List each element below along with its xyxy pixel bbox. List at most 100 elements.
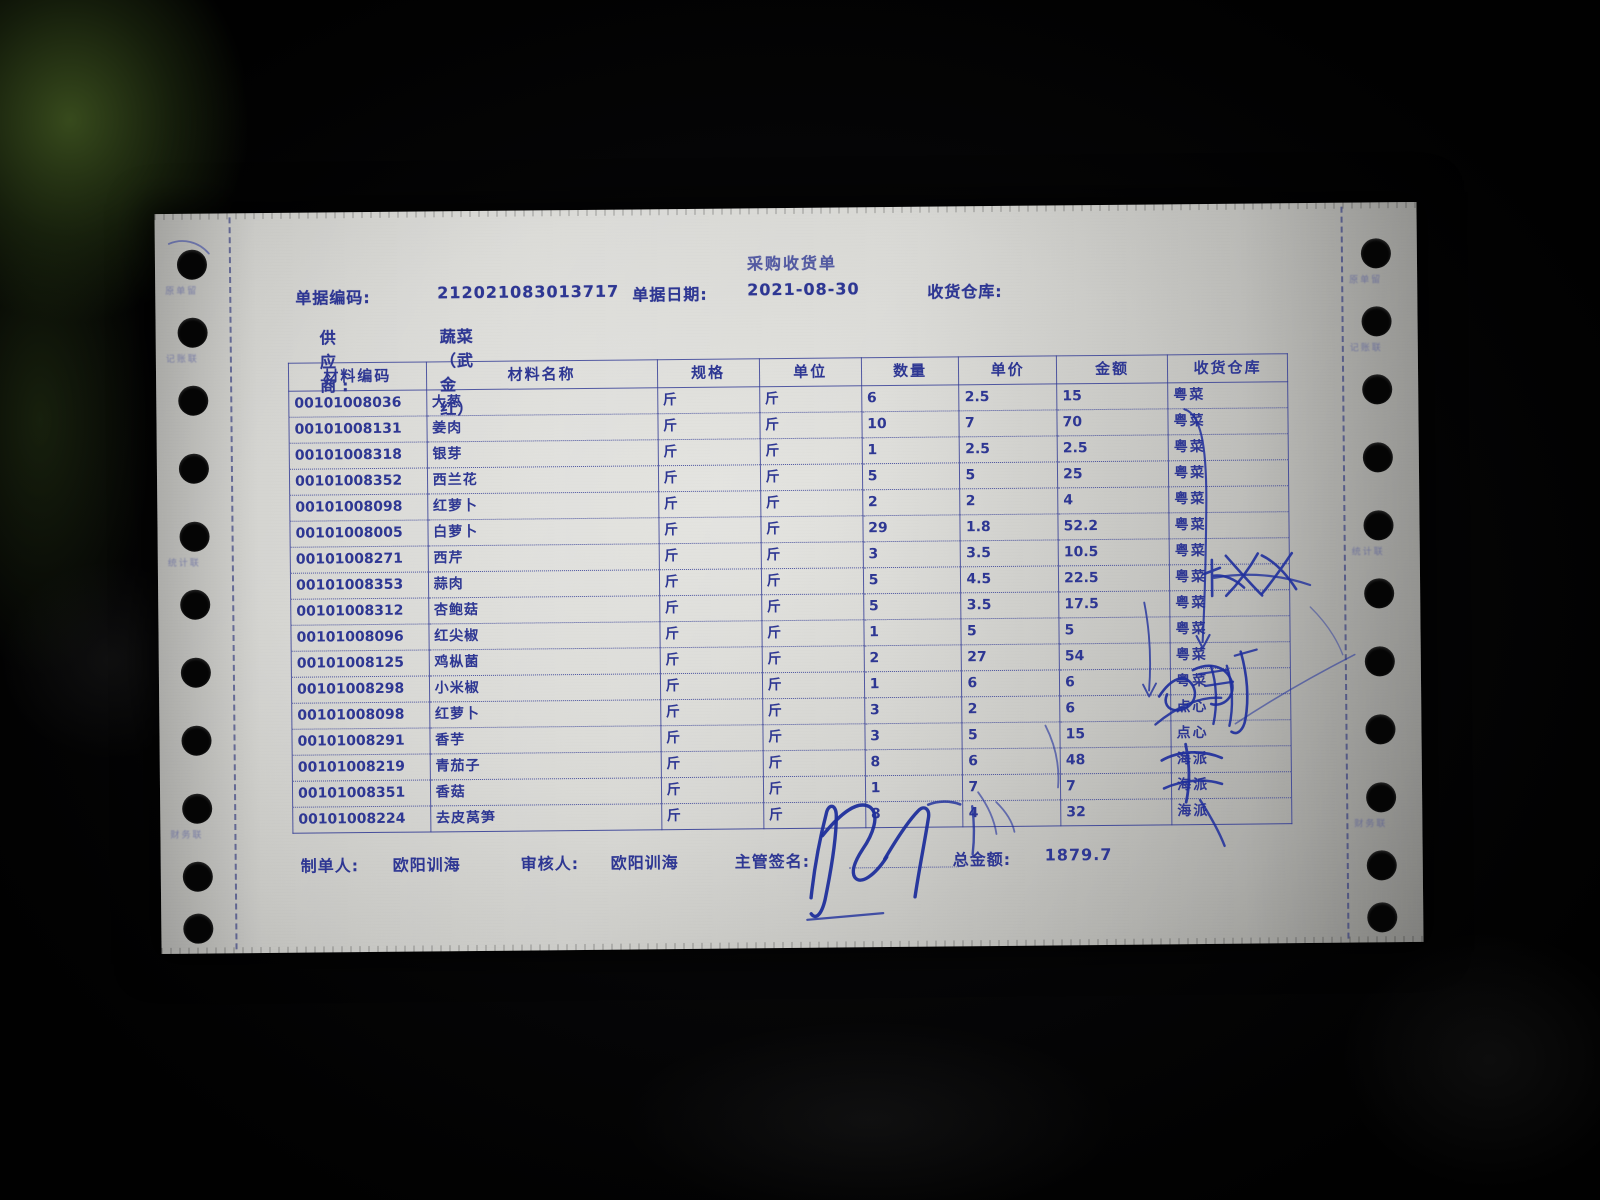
receiving-warehouse-label: 收货仓库: xyxy=(927,281,1003,302)
cell-amount: 6 xyxy=(1059,668,1171,696)
cell-quantity: 1 xyxy=(864,670,963,698)
feed-hole xyxy=(179,521,210,552)
cell-code: 00101008125 xyxy=(291,649,430,678)
cell-name: 杏鲍菇 xyxy=(428,595,660,624)
cell-warehouse: 粤菜 xyxy=(1169,615,1291,643)
cell-name: 红萝卜 xyxy=(429,699,661,728)
cell-amount: 17.5 xyxy=(1058,590,1170,618)
cell-spec: 斤 xyxy=(659,672,763,700)
cell-name: 西芹 xyxy=(427,543,659,572)
cell-amount: 32 xyxy=(1060,798,1172,826)
cell-quantity: 1 xyxy=(861,436,960,464)
cell-price: 27 xyxy=(961,643,1060,671)
cell-spec: 斤 xyxy=(657,412,760,440)
cell-price: 3.5 xyxy=(960,539,1059,567)
cell-spec: 斤 xyxy=(659,620,762,648)
cell-warehouse: 海派 xyxy=(1171,745,1292,773)
cell-amount: 48 xyxy=(1060,746,1172,774)
feed-hole xyxy=(1366,850,1397,881)
cell-name: 白萝卜 xyxy=(427,517,659,546)
cell-amount: 5 xyxy=(1058,616,1171,644)
cell-name: 鸡枞菌 xyxy=(428,647,660,676)
cell-amount: 15 xyxy=(1056,382,1168,410)
cell-spec: 斤 xyxy=(659,646,763,674)
tractor-feed-strip-right: 原单留 记账联 统计联 财务联 xyxy=(1338,202,1423,943)
cell-name: 香菇 xyxy=(430,777,662,806)
cell-spec: 斤 xyxy=(658,568,762,596)
cell-unit: 斤 xyxy=(763,775,866,803)
cell-quantity: 3 xyxy=(862,540,961,568)
cell-amount: 6 xyxy=(1059,694,1171,722)
cell-code: 00101008098 xyxy=(291,701,430,730)
cell-price: 5 xyxy=(962,721,1061,749)
cell-code: 00101008096 xyxy=(290,623,429,652)
cell-amount: 70 xyxy=(1056,408,1169,436)
cell-name: 西兰花 xyxy=(427,465,659,494)
cell-price: 7 xyxy=(959,409,1058,437)
cell-warehouse: 粤菜 xyxy=(1170,667,1291,695)
cell-unit: 斤 xyxy=(760,515,863,543)
cell-quantity: 3 xyxy=(864,722,963,750)
total-amount-value: 1879.7 xyxy=(1044,844,1113,865)
cell-code: 00101008353 xyxy=(290,571,429,600)
cell-spec: 斤 xyxy=(661,802,764,830)
cell-warehouse: 海派 xyxy=(1171,797,1292,825)
cell-code: 00101008224 xyxy=(292,805,431,834)
cell-warehouse: 粤菜 xyxy=(1169,589,1290,617)
line-items-table: 材料编码 材料名称 规格 单位 数量 单价 金额 收货仓库 0010100803… xyxy=(288,353,1292,834)
cell-price: 2 xyxy=(960,487,1058,515)
feed-strip-mark xyxy=(168,623,224,635)
cell-unit: 斤 xyxy=(762,749,866,777)
table-body: 00101008036 大葱斤斤 6 2.5 15 粤菜 00101008131 姜肉斤斤 10… xyxy=(288,381,1292,834)
cell-amount: 10.5 xyxy=(1058,538,1170,566)
feed-hole xyxy=(1363,510,1394,541)
cell-price: 6 xyxy=(962,747,1061,775)
cell-spec: 斤 xyxy=(657,386,760,414)
feed-strip-mark: 原单留 xyxy=(165,286,199,295)
cell-spec: 斤 xyxy=(658,516,761,544)
cell-code: 00101008291 xyxy=(291,727,430,756)
checker-label: 审核人: xyxy=(520,854,580,874)
cell-spec: 斤 xyxy=(660,698,763,726)
cell-amount: 2.5 xyxy=(1057,434,1169,462)
feed-hole xyxy=(182,793,213,824)
feed-hole xyxy=(178,453,210,484)
cell-spec: 斤 xyxy=(658,542,762,570)
cell-warehouse: 粤菜 xyxy=(1169,563,1290,591)
cell-price: 3.5 xyxy=(961,591,1059,619)
cell-quantity: 3 xyxy=(864,696,963,724)
cell-code: 00101008036 xyxy=(288,389,427,418)
bill-code-value: 212021083013717 xyxy=(437,281,620,303)
cell-price: 2.5 xyxy=(959,435,1058,463)
cell-name: 姜肉 xyxy=(426,413,658,442)
cell-quantity: 29 xyxy=(862,514,961,542)
cell-unit: 斤 xyxy=(762,723,865,751)
cell-quantity: 6 xyxy=(861,384,960,412)
cell-amount: 4 xyxy=(1057,486,1169,514)
cell-quantity: 1 xyxy=(863,618,962,646)
column-header-name: 材料名称 xyxy=(426,359,658,390)
bill-date-value: 2021-08-30 xyxy=(747,279,860,300)
cell-quantity: 8 xyxy=(864,748,963,776)
maker-value: 欧阳训海 xyxy=(392,855,461,875)
cell-spec: 斤 xyxy=(660,776,764,804)
cell-amount: 25 xyxy=(1057,460,1169,488)
cell-warehouse: 粤菜 xyxy=(1168,433,1289,461)
feed-hole xyxy=(177,317,208,348)
feed-hole xyxy=(1362,442,1394,473)
column-header-code: 材料编码 xyxy=(288,361,427,392)
cell-price: 5 xyxy=(961,617,1060,645)
header-fields: 单据编码: 212021083013717 单据日期: 2021-08-30 收… xyxy=(247,275,1325,307)
cell-warehouse: 点心 xyxy=(1170,693,1291,721)
light-flare xyxy=(1340,930,1600,1190)
cell-code: 00101008298 xyxy=(291,675,430,704)
cell-name: 红萝卜 xyxy=(427,491,659,520)
cell-price: 2.5 xyxy=(959,383,1057,411)
document-title: 采购收货单 xyxy=(746,253,838,274)
feed-strip-mark: 记账联 xyxy=(1349,343,1383,352)
cell-price: 7 xyxy=(962,773,1061,801)
cell-amount: 22.5 xyxy=(1058,564,1170,592)
feed-strip-mark: 财务联 xyxy=(1354,819,1388,828)
cell-spec: 斤 xyxy=(657,464,761,492)
cell-code: 00101008352 xyxy=(289,467,428,496)
